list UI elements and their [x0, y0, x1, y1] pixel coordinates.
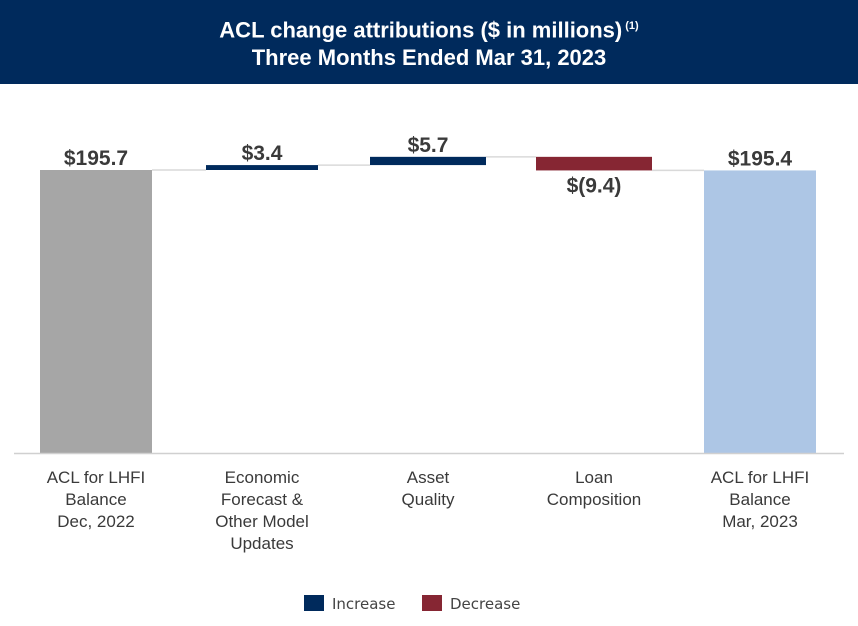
category-label-5: ACL for LHFI Balance Mar, 2023: [710, 468, 810, 531]
legend: Increase Decrease: [0, 594, 858, 614]
footnote-marker: (1): [625, 20, 639, 32]
data-label-1: $195.7: [64, 147, 128, 170]
bar-2: [206, 165, 318, 170]
legend-label-increase: Increase: [332, 595, 396, 613]
category-label-2: Economic Forecast & Other Model Updates: [215, 468, 309, 553]
legend-label-decrease: Decrease: [450, 595, 521, 613]
data-label-2: $3.4: [242, 142, 283, 165]
data-label-3: $5.7: [408, 134, 449, 157]
category-label-3: Asset Quality: [401, 468, 455, 509]
chart-title: ACL change attributions ($ in millions): [219, 17, 623, 43]
category-label-4: Loan Composition: [546, 468, 642, 509]
bar-5: [704, 170, 816, 453]
chart-subtitle: Three Months Ended Mar 31, 2023: [251, 45, 607, 70]
data-label-5: $195.4: [728, 147, 793, 170]
legend-item-decrease: Decrease: [422, 594, 520, 614]
bar-4: [536, 156, 652, 171]
chart-title-line: ACL change attributions ($ in millions)(…: [0, 12, 858, 44]
legend-swatch-decrease: [422, 595, 442, 611]
bar-1: [40, 170, 152, 453]
waterfall-chart: $195.7 $3.4 $5.7 $(9.4) $195.4: [14, 134, 844, 455]
bar-3: [370, 156, 486, 166]
chart-header: ACL change attributions ($ in millions)(…: [0, 0, 858, 84]
data-label-4: $(9.4): [567, 174, 622, 197]
legend-item-increase: Increase: [304, 594, 395, 614]
legend-swatch-increase: [304, 595, 324, 611]
category-label-1: ACL for LHFI Balance Dec, 2022: [46, 468, 146, 531]
